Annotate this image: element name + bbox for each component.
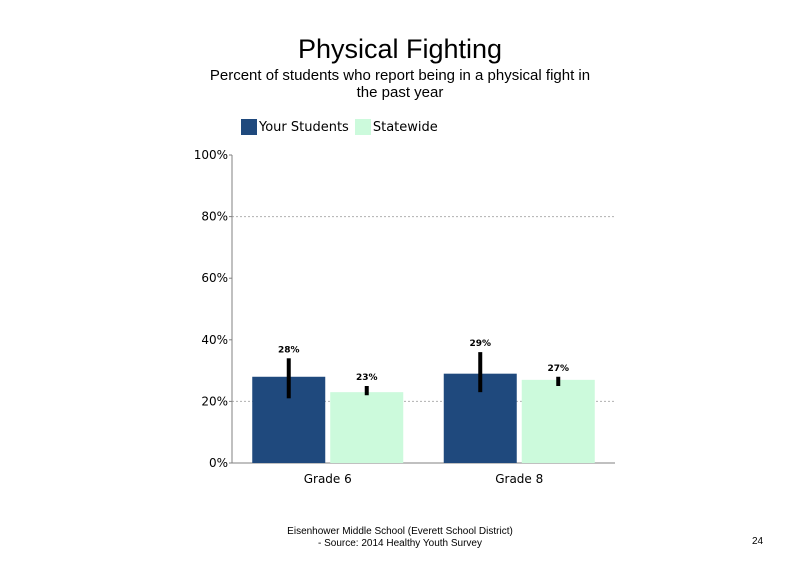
footer-source: - Source: 2014 Healthy Youth Survey xyxy=(318,538,482,549)
y-tick-label: 80% xyxy=(201,210,228,224)
data-label: 23% xyxy=(356,373,378,383)
y-tick-label: 100% xyxy=(194,148,228,162)
y-tick-label: 60% xyxy=(201,271,228,285)
y-tick-label: 20% xyxy=(201,394,228,408)
legend-swatch-statewide xyxy=(354,119,371,135)
data-label: 29% xyxy=(469,339,491,349)
legend-label-your-students: Your Students xyxy=(259,119,349,135)
x-tick-label: Grade 8 xyxy=(495,472,543,486)
legend-swatch-your-students xyxy=(241,119,257,135)
page-number: 24 xyxy=(752,536,764,547)
chart-title: Physical Fighting xyxy=(297,34,503,64)
y-tick-label: 0% xyxy=(209,456,228,470)
footer: Eisenhower Middle School (Everett School… xyxy=(250,526,550,550)
bar xyxy=(521,379,595,463)
bar xyxy=(330,392,404,463)
chart-subtitle: Percent of students who report being in … xyxy=(209,67,591,101)
legend: Your Students Statewide xyxy=(241,118,444,136)
data-label: 27% xyxy=(547,364,569,374)
x-tick-label: Grade 6 xyxy=(304,472,352,486)
legend-label-statewide: Statewide xyxy=(372,119,438,135)
footer-school: Eisenhower Middle School (Everett School… xyxy=(287,526,513,537)
legend-item-statewide: Statewide xyxy=(354,119,438,135)
data-label: 28% xyxy=(278,345,300,355)
y-tick-label: 40% xyxy=(201,333,228,347)
legend-item-your-students: Your Students xyxy=(241,119,349,135)
